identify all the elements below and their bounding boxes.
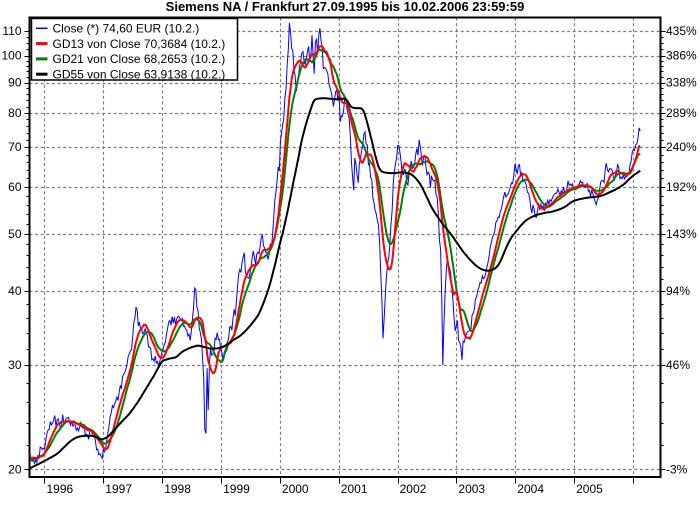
svg-text:143%: 143% [666,227,697,241]
svg-text:70: 70 [8,140,22,154]
svg-text:40: 40 [8,284,22,298]
svg-text:GD55 von Close 63,9138 (10.2.): GD55 von Close 63,9138 (10.2.) [53,67,226,81]
svg-text:80: 80 [8,106,22,120]
svg-text:2001: 2001 [341,482,368,496]
svg-text:1997: 1997 [105,482,132,496]
svg-text:94%: 94% [666,284,690,298]
svg-text:Siemens NA / Frankfurt 27.09.1: Siemens NA / Frankfurt 27.09.1995 bis 10… [166,0,525,14]
svg-text:2000: 2000 [282,482,309,496]
svg-text:100: 100 [1,49,21,63]
svg-text:386%: 386% [666,49,697,63]
svg-text:30: 30 [8,358,22,372]
svg-text:338%: 338% [666,76,697,90]
svg-text:GD21 von Close 68,2653 (10.2.): GD21 von Close 68,2653 (10.2.) [53,52,226,66]
svg-text:289%: 289% [666,106,697,120]
svg-text:90: 90 [8,76,22,90]
svg-text:1998: 1998 [164,482,191,496]
svg-text:2005: 2005 [576,482,603,496]
svg-text:1996: 1996 [47,482,74,496]
svg-text:110: 110 [2,24,21,38]
svg-text:1999: 1999 [223,482,250,496]
svg-text:2002: 2002 [400,482,427,496]
svg-text:GD13 von Close 70,3684 (10.2.): GD13 von Close 70,3684 (10.2.) [53,37,226,51]
svg-text:2004: 2004 [517,482,544,496]
svg-text:50: 50 [8,227,22,241]
svg-text:-3%: -3% [666,462,688,476]
svg-text:Close (*) 74,60 EUR (10.2.): Close (*) 74,60 EUR (10.2.) [53,22,200,36]
svg-text:192%: 192% [666,180,697,194]
svg-text:60: 60 [8,180,22,194]
svg-text:46%: 46% [666,358,690,372]
svg-text:2003: 2003 [458,482,485,496]
svg-text:20: 20 [8,462,22,476]
svg-text:435%: 435% [666,24,697,38]
svg-text:240%: 240% [666,140,697,154]
